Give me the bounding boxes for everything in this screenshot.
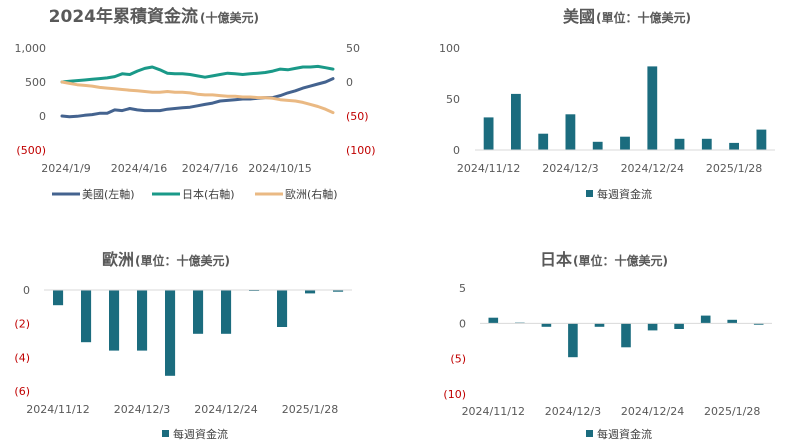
bar: [700, 315, 711, 324]
europe-weekly-flow-chart: 歐洲 (單位：十億美元) 0 (2) (4) (6) 2024/11/12 2024/12…: [0, 225, 390, 442]
bar: [488, 317, 499, 324]
y-tick-label: (4): [14, 351, 30, 364]
series-line: [60, 80, 335, 115]
x-tick-label: 2024/12/3: [545, 405, 601, 418]
europe-weekly-flow-svg: 歐洲 (單位：十億美元) 0 (2) (4) (6) 2024/11/12 2024/12…: [14, 250, 352, 441]
bar: [565, 114, 576, 150]
y-tick-label: 0: [453, 144, 460, 157]
chart-subtitle: (單位：十億美元): [573, 253, 668, 268]
bar: [305, 290, 316, 294]
chart-title: 歐洲: [102, 250, 134, 269]
x-tick-label: 2024/1/9: [41, 162, 90, 175]
y-tick-label: (5): [450, 353, 466, 366]
y-left-tick-label: (500): [16, 144, 46, 157]
bar: [674, 323, 684, 329]
chart-subtitle: (單位：十億美元): [596, 10, 691, 25]
series-line: [60, 64, 335, 84]
y-left-tick-label: 500: [25, 76, 46, 89]
chart-title: 美國: [563, 7, 595, 26]
y-tick-label: (10): [443, 388, 466, 401]
cumulative-flow-svg: 2024年累積資金流 (十億美元) 1,0005000(500)500(50)(…: [15, 6, 376, 201]
x-tick-label: 2024/10/15: [248, 162, 311, 175]
bar: [511, 93, 521, 150]
x-tick-label: 2024/11/12: [462, 405, 525, 418]
y-tick-label: 0: [459, 317, 466, 330]
bar: [109, 290, 120, 351]
japan-weekly-flow-chart: 日本 (單位：十億美元) 5 0 (5) (10) 2024/11/12 2024/12/…: [400, 225, 787, 442]
x-tick-label: 2024/12/3: [114, 403, 170, 416]
y-left-tick-label: 1,000: [15, 42, 47, 55]
bar: [621, 323, 631, 348]
bar: [483, 117, 494, 150]
bar: [592, 141, 603, 150]
x-tick-label: 2024/12/24: [621, 405, 684, 418]
y-left-tick-label: 0: [39, 110, 46, 123]
chart-title: 2024年累積資金流: [49, 6, 198, 27]
bar: [701, 138, 712, 150]
bar: [753, 323, 764, 325]
x-tick-label: 2025/1/28: [282, 403, 338, 416]
y-right-tick-label: (50): [346, 110, 369, 123]
bar: [193, 290, 204, 334]
legend-swatch: [162, 430, 169, 437]
x-tick-label: 2024/4/16: [111, 162, 167, 175]
y-tick-label: (6): [14, 385, 30, 398]
y-tick-label: 5: [459, 282, 466, 295]
legend-label: 日本(右軸): [182, 187, 235, 201]
bar: [594, 323, 605, 327]
y-tick-label: 0: [23, 284, 30, 297]
x-tick-label: 2024/12/24: [194, 403, 257, 416]
bar: [53, 290, 64, 306]
chart-subtitle: (單位：十億美元): [135, 253, 230, 268]
bar: [674, 138, 685, 150]
bar: [647, 323, 658, 331]
x-tick-label: 2025/1/28: [706, 162, 762, 175]
bar: [165, 290, 176, 376]
bar: [647, 66, 658, 150]
bar: [81, 290, 92, 343]
y-tick-label: (2): [14, 318, 30, 331]
legend-label: 每週資金流: [173, 427, 228, 441]
series-line: [60, 77, 335, 119]
bar: [333, 290, 344, 292]
y-tick-label: 50: [446, 93, 460, 106]
bar: [221, 290, 232, 334]
bar: [137, 290, 148, 351]
y-right-tick-label: (100): [346, 144, 376, 157]
x-tick-label: 2024/11/12: [26, 403, 89, 416]
bar: [729, 142, 739, 150]
bar: [541, 323, 552, 327]
y-tick-label: 100: [439, 42, 460, 55]
chart-subtitle: (十億美元): [200, 10, 259, 25]
legend-swatch: [586, 430, 593, 437]
x-tick-label: 2025/1/28: [704, 405, 760, 418]
bar: [756, 129, 767, 150]
bar: [727, 319, 737, 324]
japan-weekly-flow-svg: 日本 (單位：十億美元) 5 0 (5) (10) 2024/11/12 2024/12/…: [443, 250, 772, 441]
legend-label: 每週資金流: [597, 427, 652, 441]
x-tick-label: 2024/12/3: [542, 162, 598, 175]
x-tick-label: 2024/7/16: [182, 162, 238, 175]
chart-title: 日本: [540, 250, 572, 269]
bar: [620, 136, 630, 150]
y-right-tick-label: 0: [346, 76, 353, 89]
bar: [277, 290, 288, 327]
bar: [568, 323, 578, 358]
x-tick-label: 2024/12/24: [621, 162, 684, 175]
bar: [538, 133, 549, 150]
legend-label: 美國(左軸): [82, 187, 135, 201]
us-weekly-flow-svg: 美國 (單位：十億美元) 100 50 0 2024/11/12 2024/12/3 20…: [439, 7, 775, 201]
legend-swatch: [586, 190, 593, 197]
y-right-tick-label: 50: [346, 42, 360, 55]
us-weekly-flow-chart: 美國 (單位：十億美元) 100 50 0 2024/11/12 2024/12/3 20…: [400, 0, 787, 215]
x-tick-label: 2024/11/12: [457, 162, 520, 175]
legend-label: 歐洲(右軸): [285, 187, 338, 201]
legend-label: 每週資金流: [597, 187, 652, 201]
cumulative-flow-chart: 2024年累積資金流 (十億美元) 1,000 500 0 (500) 50 0 (50)(…: [0, 0, 380, 215]
